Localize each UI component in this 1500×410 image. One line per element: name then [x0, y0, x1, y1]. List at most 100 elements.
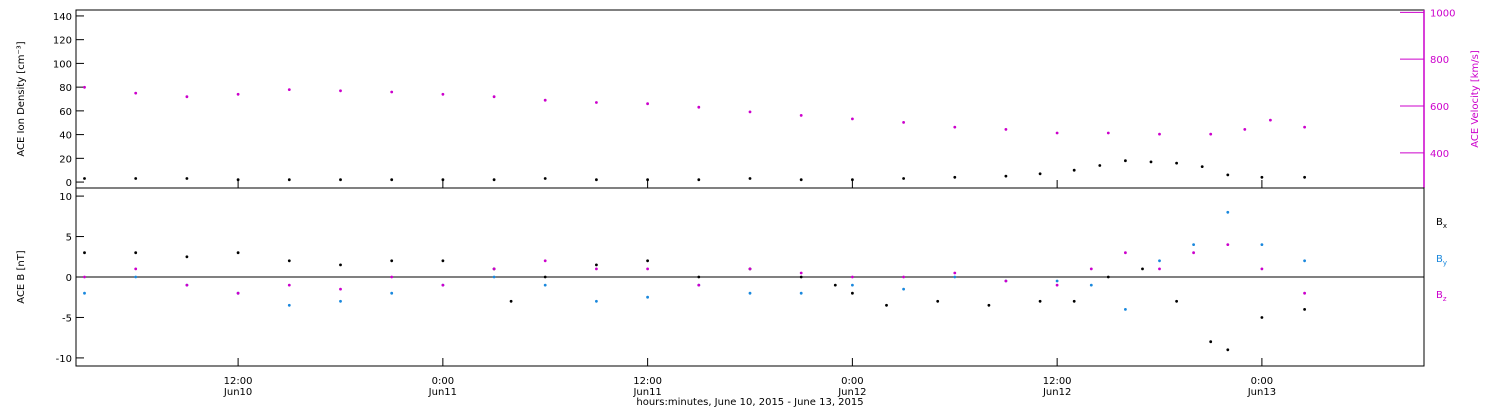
density-tick-label: 120	[53, 36, 72, 47]
field-point-by	[390, 291, 394, 295]
field-point-bz	[748, 267, 752, 271]
field-point-by	[83, 291, 86, 295]
density-tick-label: 60	[59, 107, 72, 118]
velocity-point	[1243, 127, 1247, 131]
field-tick-label: -10	[56, 354, 72, 365]
legend-bz: Bz	[1436, 290, 1447, 303]
field-point-by	[646, 295, 649, 299]
velocity-point	[851, 117, 854, 121]
velocity-point	[1004, 127, 1008, 131]
svg-text:ACE Ion Density [cm⁻³]: ACE Ion Density [cm⁻³]	[16, 41, 27, 156]
field-point-by	[595, 299, 598, 303]
density-point	[1303, 175, 1306, 179]
field-point-bx	[543, 275, 547, 279]
field-point-by	[1158, 259, 1161, 263]
field-point-bz	[287, 283, 291, 287]
field-point-by	[1124, 308, 1127, 311]
density-point	[1072, 168, 1076, 172]
density-point	[1260, 175, 1264, 179]
velocity-point	[1209, 132, 1213, 136]
legend-bx: Bx	[1436, 217, 1447, 230]
time-tick-label: 12:00	[224, 376, 253, 387]
field-legend: Bx By Bz	[1436, 217, 1447, 303]
field-point-bx	[509, 299, 513, 303]
density-tick-label: 0	[66, 178, 72, 189]
date-tick-label: Jun12	[1042, 387, 1071, 398]
field-point-bx	[885, 303, 888, 307]
field-axis-label: ACE B [nT]	[16, 250, 27, 304]
velocity-point	[646, 102, 649, 106]
field-point-bx	[441, 259, 445, 263]
field-point-by	[1055, 279, 1059, 283]
field-point-bx	[1226, 348, 1230, 352]
velocity-point	[1055, 131, 1059, 135]
field-point-by	[799, 291, 803, 295]
density-point	[748, 177, 752, 180]
field-point-bz	[1089, 267, 1093, 271]
field-point-by	[851, 283, 854, 287]
velocity-point	[83, 85, 86, 89]
density-axis-label: ACE Ion Density [cm⁻³]	[16, 41, 27, 156]
field-point-bz	[1192, 251, 1195, 255]
field-point-bx	[1209, 340, 1213, 344]
density-point	[390, 178, 394, 182]
svg-text:ACE Velocity [km/s]: ACE Velocity [km/s]	[1470, 50, 1481, 148]
velocity-point	[287, 88, 291, 91]
field-point-bx	[936, 299, 940, 303]
field-point-by	[902, 287, 905, 291]
velocity-point	[543, 98, 547, 102]
field-point-bx	[1141, 267, 1144, 271]
time-tick-label: 0:00	[432, 376, 454, 387]
velocity-point	[953, 125, 957, 129]
field-point-bz	[543, 259, 547, 263]
field-point-bx	[1303, 308, 1306, 311]
density-tick-label: 140	[53, 12, 72, 23]
field-tick-label: 5	[66, 233, 72, 244]
field-point-bz	[1226, 243, 1230, 247]
field-point-bz	[339, 287, 342, 291]
field-axis: -10 -5 0 5 10	[56, 192, 84, 365]
field-point-bx	[1072, 299, 1076, 303]
field-point-bx	[339, 263, 342, 267]
field-point-bx	[833, 283, 837, 287]
velocity-point	[185, 95, 189, 99]
density-point	[543, 177, 547, 180]
field-series	[83, 210, 1306, 352]
velocity-tick-label: 800	[1430, 55, 1449, 66]
field-point-bx	[799, 275, 803, 279]
field-point-bx	[134, 251, 138, 255]
density-point	[1200, 165, 1204, 169]
velocity-point	[799, 114, 803, 117]
density-point	[185, 177, 189, 180]
field-point-bx	[185, 255, 189, 259]
date-tick-label: Jun13	[1247, 387, 1276, 398]
time-tick-label: 0:00	[841, 376, 863, 387]
x-axis-label: hours:minutes, June 10, 2015 - June 13, …	[636, 397, 863, 408]
velocity-point	[492, 95, 496, 99]
density-point	[953, 175, 957, 179]
velocity-point	[595, 101, 598, 104]
velocity-point	[1106, 131, 1110, 135]
velocity-point	[1269, 118, 1272, 122]
field-tick-label: 10	[59, 192, 72, 203]
velocity-point	[697, 105, 701, 109]
time-tick-label: 12:00	[1043, 376, 1072, 387]
time-tick-label: 0:00	[1251, 376, 1273, 387]
velocity-point	[390, 90, 394, 94]
field-point-bz	[1004, 279, 1008, 283]
velocity-point	[902, 121, 905, 124]
field-point-bx	[1175, 299, 1178, 303]
density-tick-label: 40	[59, 131, 72, 142]
field-point-bz	[646, 267, 649, 271]
field-point-bx	[390, 259, 394, 263]
date-tick-label: Jun10	[223, 387, 252, 398]
density-tick-label: 80	[59, 83, 72, 94]
field-point-bx	[987, 303, 991, 307]
velocity-axis: 400 600 800 1000	[1400, 8, 1455, 188]
field-point-bz	[697, 283, 701, 287]
velocity-tick-label: 400	[1430, 149, 1449, 160]
density-point	[595, 178, 598, 182]
density-point	[339, 178, 342, 182]
density-tick-label: 100	[53, 59, 72, 70]
field-point-bz	[1260, 267, 1264, 271]
